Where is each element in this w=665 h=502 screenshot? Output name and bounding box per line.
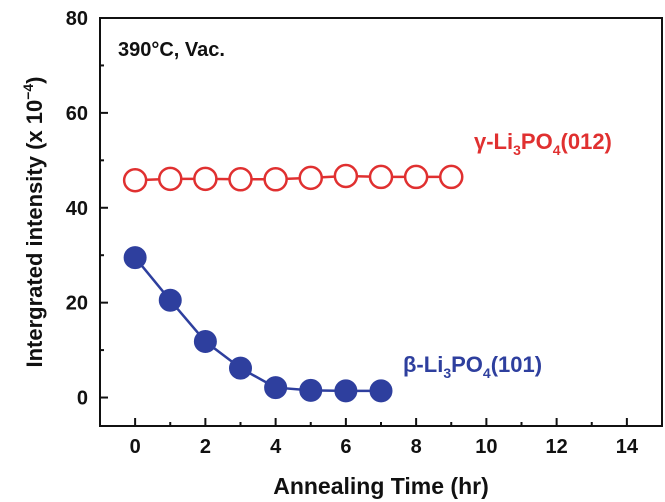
data-point: [403, 164, 429, 190]
data-point: [122, 168, 148, 193]
data-point: [299, 378, 323, 402]
y-tick-label: 40: [66, 198, 88, 220]
x-tick-label: 14: [616, 436, 639, 458]
data-point: [333, 163, 359, 189]
data-point: [264, 376, 288, 400]
data-point: [123, 246, 147, 270]
y-tick-label: 0: [77, 388, 88, 410]
data-point: [158, 166, 183, 192]
data-point: [158, 288, 182, 312]
x-tick-label: 12: [546, 436, 568, 458]
x-tick-label: 2: [200, 436, 211, 458]
legend-label-beta: β-Li3PO4(101): [403, 352, 542, 381]
x-tick-label: 4: [270, 436, 282, 458]
series-line: [135, 174, 452, 182]
data-point: [369, 379, 393, 403]
data-point: [193, 330, 217, 354]
x-tick-label: 6: [340, 436, 351, 458]
data-point: [229, 356, 252, 380]
data-point: [334, 379, 358, 403]
axis-ticks: 0 2 4 6 8 10 12 14 0 20 40 60 80: [66, 8, 639, 458]
data-point: [263, 167, 288, 192]
y-tick-label: 60: [66, 103, 88, 125]
series-layer: [122, 163, 464, 403]
y-tick-label: 20: [66, 293, 88, 315]
x-tick-label: 10: [475, 436, 497, 458]
y-axis-label: Intergrated intensity (x 10−4): [20, 76, 47, 367]
plot-frame: [99, 17, 663, 427]
data-point: [439, 164, 464, 190]
legend-label-gamma: γ-Li3PO4(012): [474, 129, 612, 158]
series-line: [134, 256, 381, 393]
y-tick-label: 80: [66, 8, 88, 30]
series-beta: [123, 246, 393, 403]
x-tick-label: 8: [411, 436, 422, 458]
data-point: [193, 166, 218, 192]
data-point: [228, 167, 253, 192]
series-gamma: [122, 163, 464, 193]
data-point: [368, 164, 394, 190]
x-tick-label: 0: [130, 436, 141, 458]
annotation-condition: 390°C, Vac.: [118, 39, 225, 61]
data-point: [298, 165, 323, 191]
x-axis-label: Annealing Time (hr): [273, 473, 489, 499]
